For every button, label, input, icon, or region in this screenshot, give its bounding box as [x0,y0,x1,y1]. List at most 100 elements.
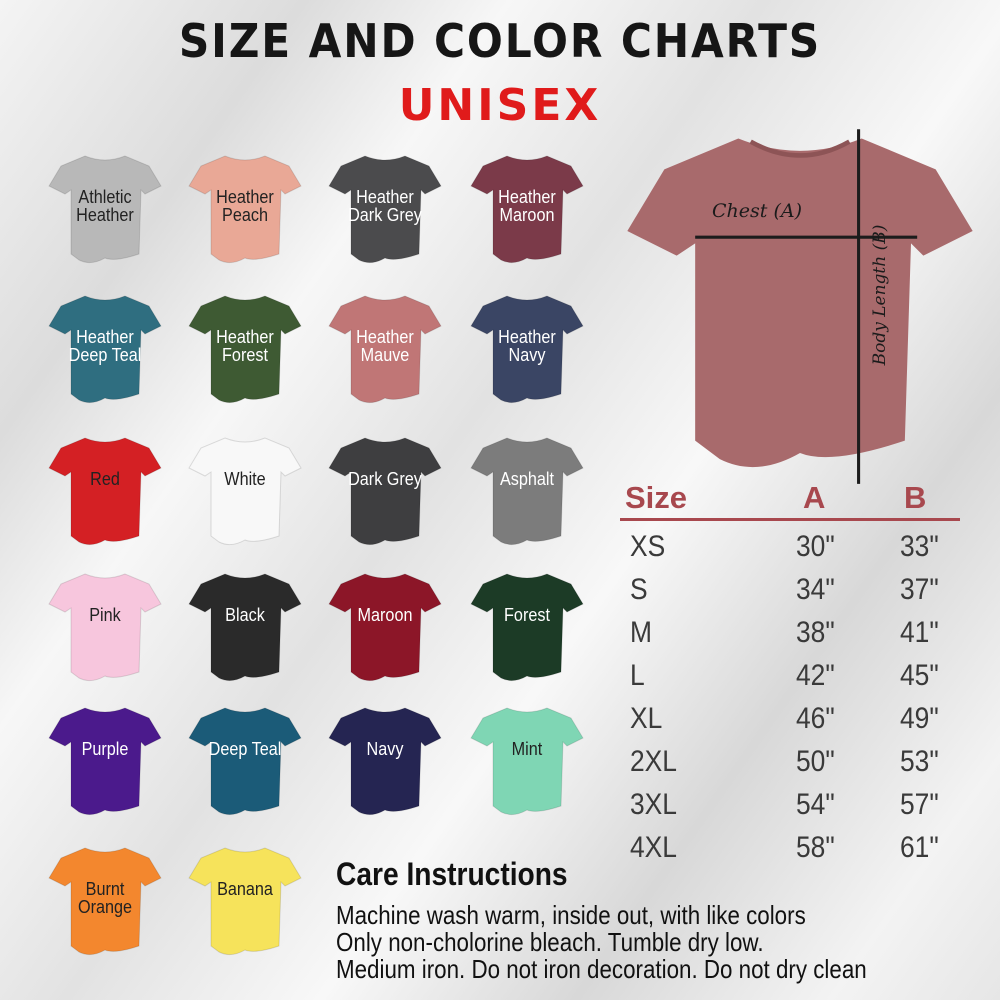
color-name: Burnt Orange [77,879,133,917]
color-name: Heather Deep Teal [68,327,142,365]
color-swatch: Maroon [325,568,445,688]
length-cell: 45" [900,659,939,692]
color-swatch: Heather Mauve [325,290,445,410]
tshirt-icon [328,437,442,546]
chest-cell: 50" [796,745,835,778]
size-header: Size [625,480,688,515]
color-name: Banana [217,879,273,899]
size-row: L 42" 45" [630,659,960,699]
length-cell: 33" [900,530,939,563]
color-name: Purple [81,739,129,759]
color-swatch: Pink [45,568,165,688]
color-swatch: Heather Forest [185,290,305,410]
color-swatch: Heather Dark Grey [325,150,445,270]
tshirt-icon [470,707,584,816]
color-name: Navy [366,739,404,759]
color-name: Mint [511,739,543,759]
page-title: SIZE AND COLOR CHARTS [178,14,822,68]
color-swatch: Red [45,432,165,552]
tshirt-icon [188,847,302,956]
tshirt-icon [48,847,162,956]
color-name: Heather Maroon [498,187,556,225]
tshirt-icon [470,573,584,682]
color-swatch: Purple [45,702,165,822]
color-name: White [224,469,266,489]
color-swatch: Forest [467,568,587,688]
size-cell: M [630,616,652,649]
color-swatch: Black [185,568,305,688]
length-cell: 53" [900,745,939,778]
care-line: Machine wash warm, inside out, with like… [336,900,806,930]
tshirt-icon [470,295,584,404]
size-cell: XL [630,702,663,735]
color-swatch: Mint [467,702,587,822]
tshirt-icon [328,155,442,264]
color-name: Maroon [357,605,413,625]
tshirt-icon [48,707,162,816]
color-name: Athletic Heather [76,187,134,225]
length-cell: 41" [900,616,939,649]
body-length-label: Body Length (B) [870,224,890,366]
color-swatch: Dark Grey [325,432,445,552]
color-name: Heather Peach [216,187,274,225]
chest-cell: 46" [796,702,835,735]
tshirt-icon [470,437,584,546]
size-cell: 2XL [630,745,677,778]
b-header: B [904,480,927,515]
length-cell: 37" [900,573,939,606]
tshirt-icon [328,573,442,682]
color-name: Dark Grey [348,469,422,489]
color-name: Red [90,469,120,489]
size-row: XL 46" 49" [630,702,960,742]
color-swatch: Heather Navy [467,290,587,410]
color-swatch: Burnt Orange [45,842,165,962]
care-title: Care Instructions [336,856,568,892]
care-line: Only non-cholorine bleach. Tumble dry lo… [336,927,764,957]
color-swatch: Heather Peach [185,150,305,270]
tshirt-icon [328,295,442,404]
color-name: Heather Navy [498,327,556,365]
color-swatch: Asphalt [467,432,587,552]
tshirt-icon [470,155,584,264]
tshirt-icon [328,707,442,816]
tshirt-icon [188,437,302,546]
color-name: Pink [89,605,121,625]
size-row: S 34" 37" [630,573,960,613]
tshirt-diagram-icon [627,129,973,484]
page-subtitle: UNISEX [398,80,602,131]
tshirt-icon [188,155,302,264]
tshirt-icon [188,295,302,404]
chest-cell: 34" [796,573,835,606]
size-cell: L [630,659,645,692]
size-row: M 38" 41" [630,616,960,656]
size-cell: XS [630,530,666,563]
chest-label: Chest (A) [712,200,802,222]
tshirt-icon [188,573,302,682]
a-header: A [803,480,826,515]
size-row: 4XL 58" 61" [630,831,960,871]
care-line: Medium iron. Do not iron decoration. Do … [336,954,867,984]
chest-cell: 42" [796,659,835,692]
length-cell: 57" [900,788,939,821]
chest-cell: 58" [796,831,835,864]
color-name: Deep Teal [208,739,282,759]
size-row: XS 30" 33" [630,530,960,570]
tshirt-icon [48,295,162,404]
color-name: Asphalt [499,469,555,489]
chest-cell: 30" [796,530,835,563]
header-divider [620,518,960,521]
color-swatch: White [185,432,305,552]
measurement-diagram [615,120,985,490]
tshirt-icon [188,707,302,816]
tshirt-icon [48,573,162,682]
size-row: 2XL 50" 53" [630,745,960,785]
color-swatch: Deep Teal [185,702,305,822]
chest-cell: 38" [796,616,835,649]
color-name: Heather Forest [216,327,274,365]
color-swatch: Athletic Heather [45,150,165,270]
color-swatch: Heather Maroon [467,150,587,270]
color-swatch: Heather Deep Teal [45,290,165,410]
size-cell: 3XL [630,788,677,821]
color-name: Forest [504,605,550,625]
color-name: Heather Mauve [356,327,414,365]
